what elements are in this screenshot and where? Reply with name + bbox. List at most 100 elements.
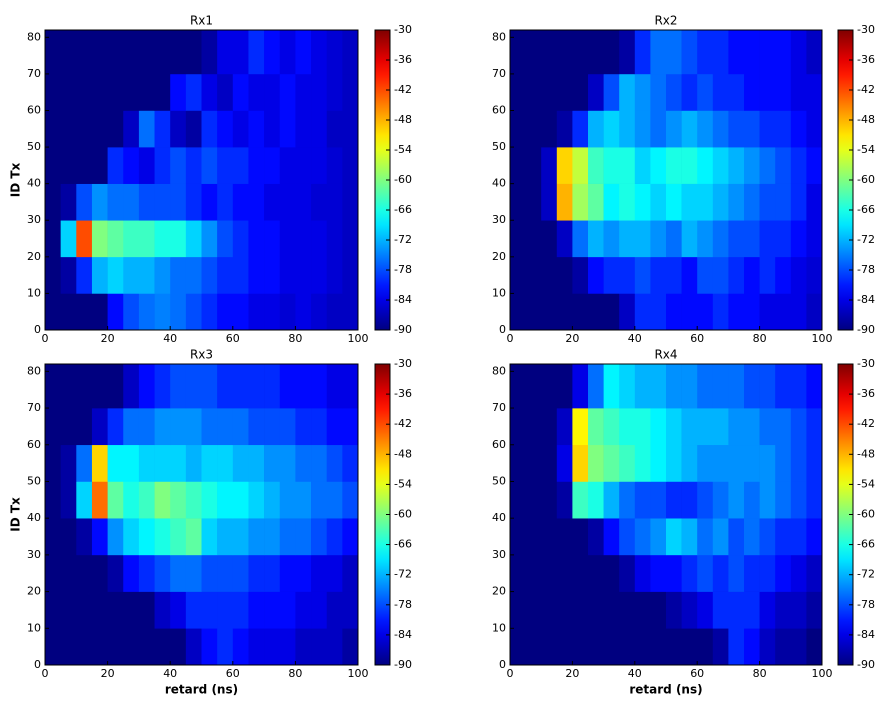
x-tick-label: 100: [812, 332, 833, 345]
colorbar-tick-label: -84: [857, 293, 875, 306]
heatmap-cell: [185, 554, 202, 592]
heatmap-cell: [154, 518, 171, 556]
colorbar-tick-label: -42: [394, 83, 412, 96]
y-tick-label: 0: [34, 658, 41, 671]
heatmap-cell: [326, 444, 343, 482]
heatmap-cell: [76, 364, 93, 409]
heatmap-cell: [775, 293, 792, 331]
heatmap-cell: [634, 256, 651, 294]
heatmap-cell: [123, 293, 140, 331]
heatmap-cell: [619, 481, 636, 519]
heatmap-cell: [572, 554, 589, 592]
heatmap-cell: [650, 30, 667, 75]
heatmap-cell: [634, 444, 651, 482]
heatmap-cell: [45, 444, 61, 482]
heatmap-cell: [666, 481, 682, 519]
heatmap-cell: [806, 364, 823, 409]
heatmap-cell: [217, 591, 234, 629]
y-tick-label: 10: [492, 621, 506, 634]
heatmap-cell: [185, 147, 202, 184]
heatmap-cell: [650, 73, 667, 111]
heatmap-cell: [588, 408, 604, 446]
heatmap-cell: [342, 444, 359, 482]
x-tick-label: 0: [507, 332, 514, 345]
heatmap-cell: [91, 256, 108, 294]
y-tick-label: 50: [492, 140, 506, 153]
heatmap-cell: [650, 147, 667, 184]
colorbar-tick-label: -78: [394, 598, 412, 611]
heatmap-cell: [556, 408, 573, 446]
heatmap-cell: [232, 256, 249, 294]
heatmap-cell: [775, 147, 792, 184]
heatmap-cell: [588, 110, 604, 148]
heatmap-cell: [744, 256, 760, 294]
heatmap-cell: [76, 147, 93, 184]
colorbar-tick-label: -30: [394, 23, 412, 36]
heatmap-cell: [185, 183, 202, 221]
heatmap-cell: [728, 554, 745, 592]
heatmap-cell: [541, 110, 558, 148]
heatmap-cell: [45, 293, 61, 331]
heatmap-cell: [556, 220, 573, 258]
heatmap-cell: [728, 293, 745, 331]
heatmap-cell: [712, 554, 729, 592]
y-tick-label: 70: [492, 67, 506, 80]
heatmap-cell: [556, 628, 573, 666]
heatmap-cell: [556, 183, 573, 221]
heatmap-cell: [650, 256, 667, 294]
y-tick-label: 70: [27, 401, 41, 414]
heatmap-cell: [123, 408, 140, 446]
heatmap-cell: [185, 518, 202, 556]
heatmap-cell: [525, 408, 542, 446]
colorbar-tick-label: -84: [394, 628, 412, 641]
heatmap-cell: [185, 73, 202, 111]
heatmap-cell: [588, 518, 604, 556]
heatmap-cell: [107, 364, 124, 409]
y-tick-label: 60: [27, 103, 41, 116]
heatmap-cell: [712, 110, 729, 148]
heatmap-cell: [295, 220, 312, 258]
heatmap-cell: [510, 73, 526, 111]
heatmap-cell: [525, 518, 542, 556]
heatmap-cell: [712, 220, 729, 258]
heatmap-cell: [217, 220, 234, 258]
heatmap-cell: [264, 481, 281, 519]
heatmap-cell: [138, 364, 155, 409]
heatmap-cell: [91, 444, 108, 482]
heatmap-cell: [634, 628, 651, 666]
heatmap-cell: [650, 591, 667, 629]
heatmap-cell: [650, 408, 667, 446]
heatmap-cell: [697, 147, 714, 184]
heatmap-cell: [556, 554, 573, 592]
heatmap-cell: [123, 444, 140, 482]
heatmap-cell: [311, 110, 327, 148]
heatmap-cell: [634, 147, 651, 184]
heatmap-cell: [91, 293, 108, 331]
heatmap-cell: [572, 408, 589, 446]
heatmap-cell: [759, 73, 776, 111]
heatmap-cell: [681, 30, 698, 75]
x-axis-label: retard (ns): [629, 683, 702, 697]
heatmap-cell: [634, 518, 651, 556]
heatmap-cell: [650, 554, 667, 592]
heatmap-cell: [123, 183, 140, 221]
heatmap-cell: [790, 554, 807, 592]
heatmap-cell: [744, 30, 760, 75]
heatmap-cell: [91, 408, 108, 446]
heatmap-cell: [342, 147, 359, 184]
heatmap-cell: [326, 220, 343, 258]
heatmap-cell: [107, 591, 124, 629]
heatmap-cell: [744, 110, 760, 148]
heatmap-cell: [759, 481, 776, 519]
heatmap-cell: [201, 554, 218, 592]
heatmap-cell: [712, 293, 729, 331]
heatmap-cell: [619, 220, 636, 258]
heatmap-cell: [744, 554, 760, 592]
heatmap-cell: [170, 147, 187, 184]
heatmap-cell: [45, 256, 61, 294]
heatmap-cell: [342, 293, 359, 331]
heatmap-cell: [279, 628, 296, 666]
heatmap-cell: [556, 518, 573, 556]
heatmap-cell: [728, 30, 745, 75]
heatmap-cell: [759, 364, 776, 409]
